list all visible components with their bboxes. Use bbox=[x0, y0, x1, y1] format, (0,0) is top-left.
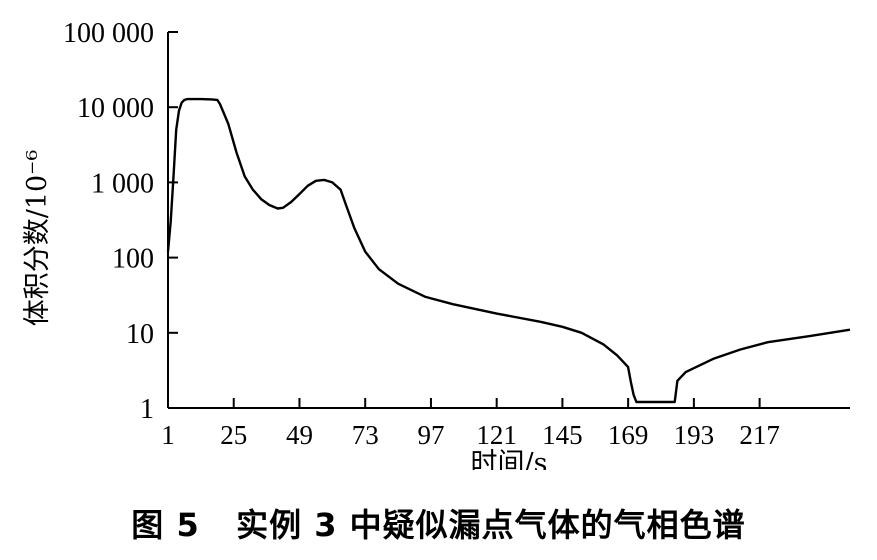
x-tick-label: 1 bbox=[161, 420, 175, 450]
x-tick-label: 193 bbox=[674, 420, 715, 450]
y-tick-label: 1 000 bbox=[91, 168, 154, 199]
axes bbox=[167, 32, 850, 409]
y-axis-label: 体积分数/10⁻⁶ bbox=[22, 150, 53, 327]
x-ticks: 1 25 49 73 97 121 145 169 193 217 bbox=[161, 398, 780, 450]
x-axis-label: 时间/s bbox=[471, 448, 548, 470]
x-tick-label: 25 bbox=[220, 420, 247, 450]
chart: 1 10 100 1 000 10 000 100 000 1 25 49 73 97 121 145… bbox=[22, 18, 851, 470]
x-tick-label: 145 bbox=[542, 420, 583, 450]
y-tick-label: 1 bbox=[140, 394, 154, 425]
y-tick-label: 100 bbox=[112, 244, 154, 275]
y-ticks: 1 10 100 1 000 10 000 100 000 bbox=[63, 18, 178, 425]
x-tick-label: 217 bbox=[739, 420, 780, 450]
x-tick-label: 121 bbox=[476, 420, 517, 450]
y-tick-label: 100 000 bbox=[63, 18, 154, 49]
y-tick-label: 10 000 bbox=[77, 93, 154, 124]
series-line bbox=[166, 97, 851, 404]
x-tick-label: 49 bbox=[286, 420, 313, 450]
y-tick-label: 10 bbox=[126, 319, 154, 350]
figure-caption: 图 5 实例 3 中疑似漏点气体的气相色谱 bbox=[131, 506, 746, 544]
x-tick-label: 169 bbox=[608, 420, 649, 450]
x-tick-label: 73 bbox=[352, 420, 379, 450]
x-tick-label: 97 bbox=[417, 420, 444, 450]
